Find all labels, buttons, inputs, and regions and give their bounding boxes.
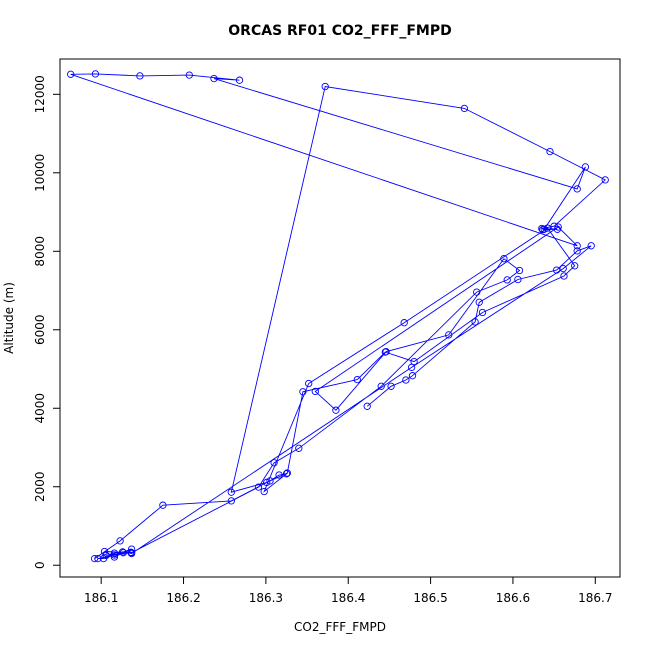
data-point	[119, 549, 128, 557]
data-point	[185, 71, 193, 79]
data-point	[400, 319, 408, 327]
series-line	[70, 73, 606, 560]
plot-frame	[59, 58, 621, 578]
x-tick-label: 186.4	[331, 591, 365, 605]
data-point	[554, 223, 562, 231]
y-tick-label: 6000	[33, 314, 47, 345]
data-point	[382, 348, 390, 356]
data-point	[127, 548, 135, 556]
data-point	[353, 375, 361, 384]
data-point	[127, 545, 136, 553]
data-point	[387, 382, 395, 390]
chart-title: ORCAS RF01 CO2_FFF_FMPD	[228, 23, 451, 39]
data-point	[500, 255, 508, 263]
data-point	[546, 147, 554, 156]
data-point	[159, 501, 167, 509]
series-layer	[67, 70, 609, 563]
y-axis-label: Altitude (m)	[2, 282, 16, 354]
data-point	[560, 272, 568, 280]
data-point	[377, 382, 385, 390]
data-point	[295, 444, 303, 452]
data-point	[363, 402, 371, 410]
data-point	[475, 298, 483, 306]
data-point	[235, 76, 244, 84]
data-point	[552, 266, 561, 274]
data-point	[102, 551, 110, 560]
x-axis-label: CO2_FFF_FMPD	[294, 620, 386, 634]
y-tick-label: 4000	[33, 393, 47, 424]
x-tick-label: 186.6	[496, 591, 530, 605]
data-point	[402, 376, 410, 384]
data-point	[260, 487, 268, 496]
data-point	[270, 459, 278, 467]
data-point	[540, 225, 548, 233]
x-axis: 186.1 186.2 186.3 186.4 186.5 186.6 186.7	[84, 576, 612, 605]
data-point	[573, 242, 581, 250]
x-tick-label: 186.1	[84, 591, 118, 605]
data-point	[118, 548, 127, 556]
y-tick-label: 0	[33, 561, 47, 569]
y-tick-label: 8000	[33, 236, 47, 267]
data-point	[407, 363, 416, 372]
data-point	[581, 163, 590, 171]
data-point	[478, 308, 487, 317]
data-point	[587, 242, 595, 250]
data-point	[573, 247, 581, 255]
data-point	[110, 549, 119, 557]
x-tick-label: 186.5	[413, 591, 447, 605]
data-point	[227, 488, 235, 496]
data-point	[299, 388, 307, 396]
data-point	[67, 70, 75, 78]
data-point	[283, 469, 291, 477]
data-point	[266, 477, 274, 485]
data-point	[515, 266, 524, 275]
data-point	[311, 387, 319, 396]
data-point	[263, 478, 271, 487]
data-point	[305, 379, 313, 388]
data-point	[573, 185, 581, 193]
data-point	[408, 372, 417, 380]
data-point	[110, 551, 119, 559]
x-tick-label: 186.2	[166, 591, 200, 605]
data-point	[110, 553, 119, 561]
data-point	[136, 72, 144, 80]
data-point	[127, 549, 136, 558]
data-point	[559, 264, 567, 273]
data-point	[227, 497, 235, 505]
data-point	[94, 554, 102, 563]
data-point	[571, 262, 579, 270]
y-tick-label: 10000	[33, 154, 47, 192]
data-point	[321, 82, 329, 91]
data-point	[254, 483, 263, 491]
y-tick-label: 12000	[33, 75, 47, 113]
data-point	[471, 318, 479, 326]
data-point	[282, 470, 291, 478]
data-point	[210, 74, 218, 83]
data-point	[543, 224, 552, 232]
data-point	[473, 288, 481, 296]
data-point	[445, 331, 453, 339]
data-point	[460, 104, 469, 113]
data-point	[91, 70, 100, 78]
data-point	[601, 176, 609, 184]
data-point	[332, 406, 340, 414]
x-tick-label: 186.7	[578, 591, 612, 605]
data-point	[90, 554, 99, 563]
data-point	[100, 547, 109, 556]
data-point	[503, 276, 511, 284]
y-axis: 0 2000 4000 6000 8000 10000 12000	[33, 75, 61, 569]
y-tick-label: 2000	[33, 471, 47, 502]
data-point	[514, 275, 522, 284]
x-tick-label: 186.3	[249, 591, 283, 605]
data-point	[116, 537, 124, 545]
data-point	[275, 471, 283, 479]
